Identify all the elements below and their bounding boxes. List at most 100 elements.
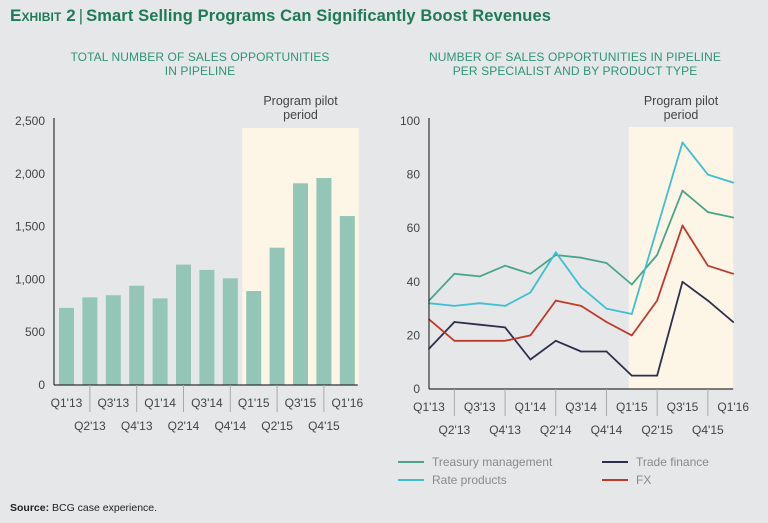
legend-swatch-trade (602, 461, 628, 463)
data-point-rate-products (681, 141, 684, 144)
x-tick-label: Q3'14 (565, 400, 597, 414)
data-point-rate-products (478, 302, 481, 305)
y-tick-label: 40 (407, 275, 421, 289)
left-chart-title-line1: Total number of sales opportunities (70, 50, 330, 64)
data-point-rate-products (580, 286, 582, 289)
data-point-treasury-management (681, 189, 684, 192)
bar-Q2'13 (82, 297, 98, 385)
y-tick-label: 0 (413, 382, 420, 396)
x-tick-label: Q4'15 (308, 419, 340, 433)
legend-swatch-fx (602, 479, 628, 481)
x-tick-label: Q3'14 (191, 396, 223, 410)
bar-Q3'14 (199, 269, 215, 385)
y-tick-label: 1,500 (15, 220, 45, 234)
data-point-fx (453, 339, 456, 342)
data-point-fx (580, 305, 582, 307)
x-tick-label: Q3'15 (285, 396, 317, 410)
exhibit-number: Exhibit 2 (10, 6, 76, 25)
data-point-trade-finance (580, 350, 582, 353)
data-point-fx (706, 264, 709, 267)
x-tick-label: Q4'15 (692, 423, 724, 437)
right-chart-title-line1: Number of sales opportunities in pipelin… (429, 50, 721, 64)
x-tick-label: Q3'13 (97, 396, 129, 410)
right-chart-title: Number of sales opportunities in pipelin… (392, 50, 758, 78)
legend-item-trade: Trade finance (602, 455, 709, 469)
data-point-trade-finance (605, 350, 608, 353)
data-point-rate-products (630, 313, 633, 315)
x-tick-label: Q3'13 (464, 400, 496, 414)
bar-Q1'14 (152, 298, 168, 385)
legend-label-rate: Rate products (432, 473, 507, 487)
y-tick-label: 0 (38, 378, 45, 392)
data-point-rate-products (453, 305, 456, 307)
legend-swatch-treasury (398, 461, 424, 463)
legend-label-trade: Trade finance (636, 455, 709, 469)
x-tick-label: Q1'13 (413, 400, 445, 414)
data-point-trade-finance (732, 321, 735, 323)
legend-label-fx: FX (636, 473, 652, 487)
data-point-trade-finance (656, 374, 659, 377)
data-point-rate-products (605, 307, 608, 310)
data-point-treasury-management (504, 264, 506, 267)
y-tick-label: 2,500 (15, 114, 45, 128)
x-tick-label: Q1'16 (331, 396, 363, 410)
bar-Q4'13 (129, 285, 145, 385)
source-note: Source: BCG case experience. (10, 502, 157, 514)
bar-Q1'15 (246, 291, 262, 385)
left-chart-title: Total number of sales opportunities in p… (20, 50, 380, 78)
data-point-fx (605, 321, 608, 323)
data-point-fx (681, 224, 684, 227)
bar-Q1'13 (59, 307, 74, 385)
y-tick-label: 60 (407, 221, 421, 235)
data-point-treasury-management (656, 254, 659, 256)
x-tick-label: Q4'14 (591, 423, 623, 437)
data-point-rate-products (656, 227, 659, 230)
x-tick-label: Q1'13 (51, 396, 83, 410)
data-point-rate-products (732, 181, 735, 184)
data-point-rate-products (706, 173, 709, 176)
data-point-rate-products (504, 305, 506, 307)
data-point-trade-finance (706, 299, 709, 302)
bar-Q3'15 (293, 183, 308, 385)
data-point-fx (630, 334, 633, 337)
data-point-treasury-management (605, 262, 608, 264)
data-point-trade-finance (554, 339, 557, 342)
title-separator: | (78, 7, 84, 25)
x-tick-label: Q1'14 (515, 400, 547, 414)
y-tick-label: 80 (407, 168, 421, 182)
data-point-treasury-management (529, 272, 532, 275)
data-point-fx (554, 299, 557, 302)
data-point-treasury-management (453, 272, 456, 275)
data-point-treasury-management (478, 275, 481, 278)
data-point-trade-finance (504, 326, 506, 329)
pilot-period-shade (628, 127, 734, 389)
bar-Q1'16 (339, 216, 355, 385)
bar-Q3'13 (105, 295, 121, 385)
x-tick-label: Q4'13 (489, 423, 521, 437)
x-tick-label: Q1'15 (238, 396, 270, 410)
pilot-period-label-line2: period (664, 108, 699, 122)
x-tick-label: Q2'13 (74, 419, 106, 433)
data-point-trade-finance (453, 321, 456, 323)
left-chart-title-line2: in pipeline (164, 64, 236, 78)
data-point-fx (478, 339, 481, 342)
y-tick-label: 2,000 (15, 167, 45, 181)
data-point-trade-finance (478, 323, 481, 326)
pilot-period-label-line2: period (283, 108, 318, 122)
legend-swatch-rate (398, 479, 424, 481)
exhibit-heading: Smart Selling Programs Can Significantly… (86, 7, 552, 25)
data-point-fx (656, 299, 659, 302)
legend-item-treasury: Treasury management (398, 455, 552, 469)
pilot-period-label-line1: Program pilot (263, 94, 338, 108)
x-tick-label: Q1'14 (144, 396, 176, 410)
bar-Q4'15 (316, 178, 332, 385)
bar-Q2'14 (176, 264, 191, 385)
data-point-fx (504, 339, 506, 342)
data-point-fx (529, 334, 532, 337)
data-point-treasury-management (732, 216, 735, 219)
x-tick-label: Q2'14 (540, 423, 572, 437)
exhibit-title: Exhibit 2 | Smart Selling Programs Can Sig… (10, 6, 551, 26)
